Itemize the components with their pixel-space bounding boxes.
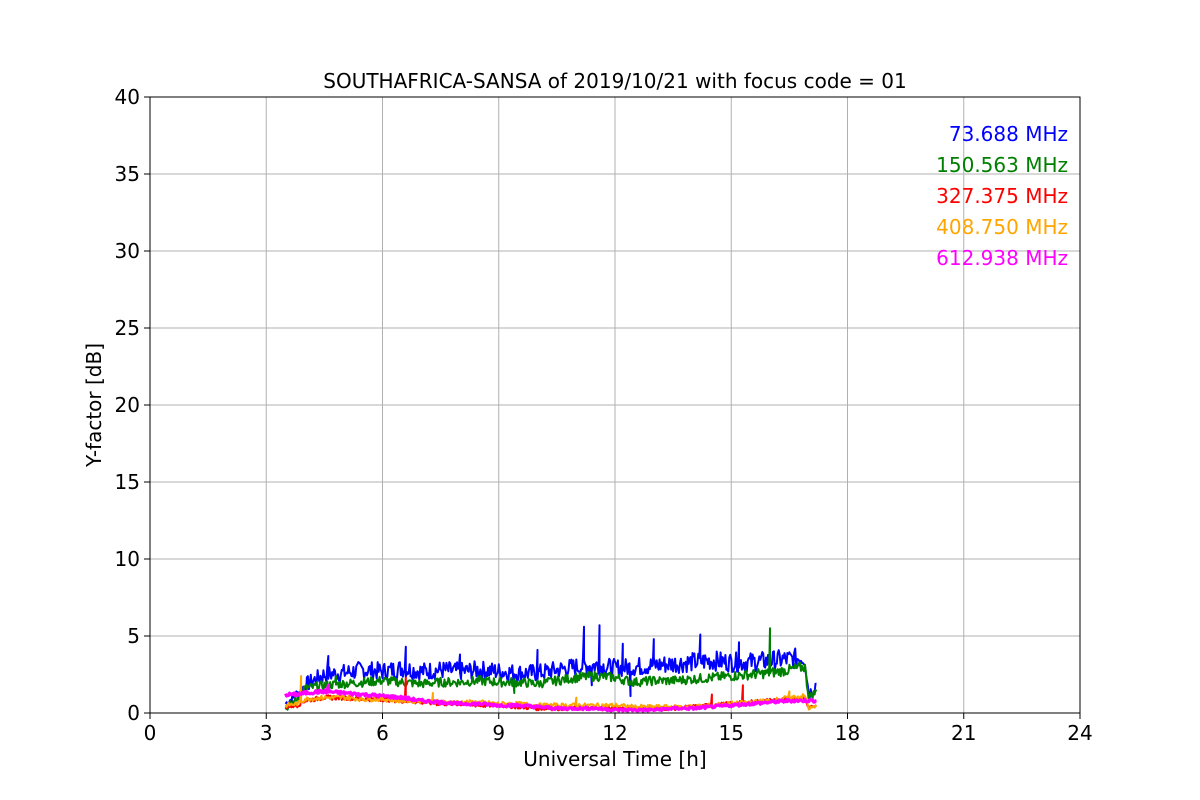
chart-title: SOUTHAFRICA-SANSA of 2019/10/21 with foc…: [323, 69, 907, 93]
y-tick-label: 35: [115, 162, 140, 186]
y-tick-label: 40: [115, 85, 140, 109]
y-tick-label: 25: [115, 316, 140, 340]
y-tick-label: 15: [115, 470, 140, 494]
x-tick-label: 6: [376, 721, 389, 745]
y-tick-label: 5: [127, 624, 140, 648]
legend-entry: 327.375 MHz: [936, 184, 1068, 208]
legend-entry: 150.563 MHz: [936, 153, 1068, 177]
y-tick-label: 10: [115, 547, 140, 571]
x-tick-label: 3: [260, 721, 273, 745]
x-tick-label: 9: [492, 721, 505, 745]
y-axis-title: Y-factor [dB]: [82, 343, 106, 468]
x-tick-label: 0: [144, 721, 157, 745]
legend: 73.688 MHz 150.563 MHz 327.375 MHz 408.750 …: [936, 122, 1068, 270]
legend-entry: 73.688 MHz: [949, 122, 1068, 146]
x-tick-label: 12: [602, 721, 627, 745]
legend-entry: 612.938 MHz: [936, 246, 1068, 270]
x-tick-label: 24: [1067, 721, 1092, 745]
y-tick-label: 30: [115, 239, 140, 263]
legend-entry: 408.750 MHz: [936, 215, 1068, 239]
x-tick-label: 15: [719, 721, 744, 745]
axis-ticks: 0 3 6 9 12 15 18 21 24 0 5 10 15 20 25 30 35 40: [115, 85, 1093, 745]
series-line: [284, 675, 818, 711]
series-line: [284, 627, 818, 711]
series-line: [284, 683, 818, 713]
x-axis-title: Universal Time [h]: [523, 747, 706, 771]
series-line: [284, 624, 817, 709]
series-layer: [284, 624, 818, 713]
y-tick-label: 0: [127, 701, 140, 725]
x-tick-label: 21: [951, 721, 976, 745]
x-tick-label: 18: [835, 721, 860, 745]
y-tick-label: 20: [115, 393, 140, 417]
